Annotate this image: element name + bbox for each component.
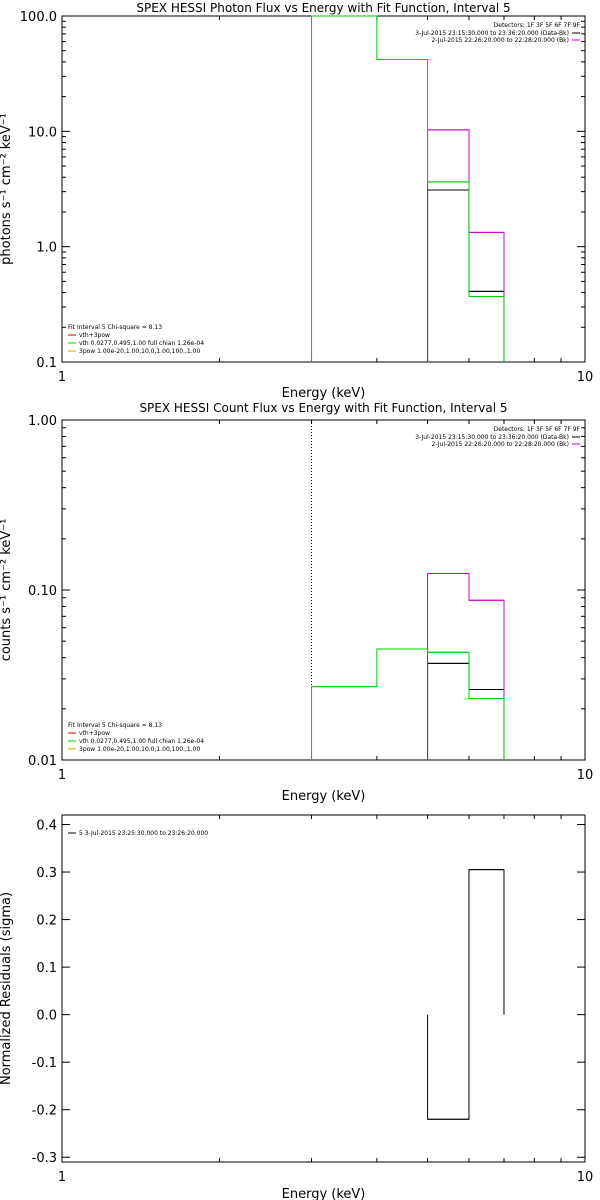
series-2 <box>427 129 505 362</box>
legend-entry-text: vth 0.0277,0.495,1.00 full chian 1.26e-0… <box>79 340 204 347</box>
plot-frame <box>61 419 586 761</box>
x-axis-label: Energy (keV) <box>282 386 366 401</box>
y-axis-label: photons s⁻¹ cm⁻² keV⁻¹ <box>0 113 14 265</box>
legend-entry-text: 3pow 1.00e-20,1.00,10.0,1.00,100.,1.00 <box>79 746 200 753</box>
panel-3: 1 10 -0.3 -0.2 -0.1 0.0 0.1 0.2 0.3 0.4 Energy (ke… <box>0 814 594 1200</box>
y-tick-label: -0.1 <box>32 1056 57 1071</box>
x-tick-label: 10 <box>577 370 594 385</box>
series-outline <box>427 189 505 362</box>
series-outline <box>427 869 505 1120</box>
panel-1: SPEX HESSI Photon Flux vs Energy with Fi… <box>0 1 593 401</box>
y-tick-label: 0.3 <box>36 866 57 881</box>
legend-title: Detectors: 1F 3F 5F 6F 7F 9F <box>494 22 581 29</box>
panel-2: SPEX HESSI Count Flux vs Energy with Fit… <box>0 401 593 804</box>
series-outline <box>311 15 505 362</box>
legend-entry-text: vth 0.0277,0.495,1.00 full chian 1.26e-0… <box>79 738 204 745</box>
y-tick-label: -0.3 <box>32 1151 57 1166</box>
chart-title: SPEX HESSI Photon Flux vs Energy with Fi… <box>136 1 510 15</box>
y-tick-label: 0.1 <box>36 961 57 976</box>
x-tick-label: 1 <box>58 370 66 385</box>
x-tick-label: 1 <box>58 768 66 783</box>
legend-entry-text: vth+3pow <box>79 332 110 339</box>
series-outline <box>311 648 505 760</box>
y-tick-label: 0.01 <box>28 754 57 769</box>
x-tick-label: 1 <box>58 1170 66 1185</box>
series-1 <box>427 189 505 362</box>
y-tick-label: 0.0 <box>36 1009 57 1024</box>
legend-entry-text: 3-Jul-2015 23:15:30.000 to 23:36:20.000 … <box>415 30 569 37</box>
y-tick-label: 0.4 <box>36 819 57 834</box>
series-1 <box>427 662 505 760</box>
y-tick-label: 1.00 <box>28 414 57 429</box>
y-tick-label: 100.0 <box>20 10 57 25</box>
legend-entry-text: Fit Interval 5 Chi-square = 8.13 <box>68 324 162 331</box>
series-outline <box>427 573 505 760</box>
y-tick-label: 0.10 <box>28 584 57 599</box>
y-tick-label: -0.2 <box>32 1104 57 1119</box>
series-outline <box>427 662 505 760</box>
y-tick-label: 0.1 <box>36 356 57 371</box>
y-tick-label: 0.2 <box>36 914 57 929</box>
series-3 <box>311 15 505 362</box>
plot-frame <box>61 814 586 1163</box>
legend-entry-text: vth+3pow <box>79 730 110 737</box>
x-axis-label: Energy (keV) <box>282 789 366 804</box>
series-1 <box>427 869 505 1120</box>
y-axis-label: Normalized Residuals (sigma) <box>0 892 14 1085</box>
legend-entry-text: Fit Interval 5 Chi-square = 8.13 <box>68 722 162 729</box>
series-3 <box>311 648 505 760</box>
legend-entry-text: 2-Jul-2015 22:26:20.000 to 22:28:20.000 … <box>431 37 569 44</box>
series-outline <box>427 129 505 362</box>
y-tick-label: 10.0 <box>28 125 57 140</box>
legend-entry-text: 5 3-Jul-2015 23:25:30.000 to 23:26:20.00… <box>79 830 208 837</box>
x-axis-label: Energy (keV) <box>282 1187 366 1200</box>
x-tick-label: 10 <box>577 1170 594 1185</box>
plot-frame <box>61 15 586 363</box>
chart-title: SPEX HESSI Count Flux vs Energy with Fit… <box>139 401 507 415</box>
series-2 <box>427 573 505 760</box>
legend-title: Detectors: 1F 3F 5F 6F 7F 9F <box>494 426 581 433</box>
legend-entry-text: 3-Jul-2015 23:15:30.000 to 23:36:20.000 … <box>415 434 569 441</box>
y-tick-label: 1.0 <box>36 241 57 256</box>
y-axis-label: counts s⁻¹ cm⁻² keV⁻¹ <box>0 519 14 662</box>
legend-entry-text: 2-Jul-2015 22:26:20.000 to 22:28:20.000 … <box>431 441 569 448</box>
x-tick-label: 10 <box>577 768 594 783</box>
legend-entry-text: 3pow 1.00e-20,1.00,10.0,1.00,100.,1.00 <box>79 348 200 355</box>
